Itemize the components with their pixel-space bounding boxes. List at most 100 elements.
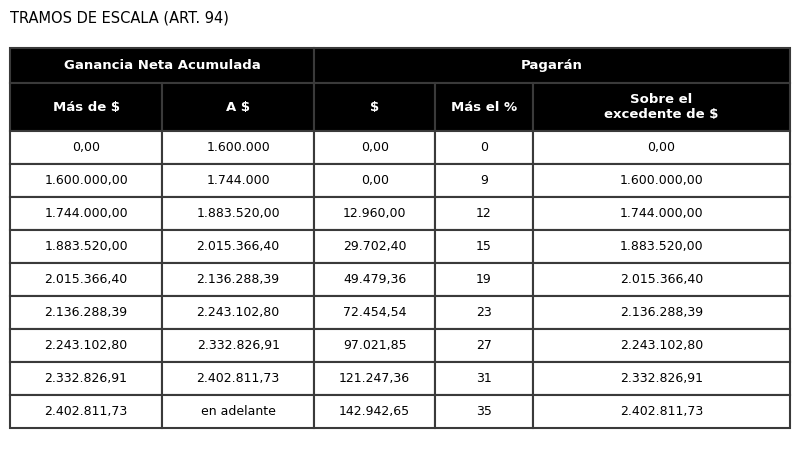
Text: 1.600.000,00: 1.600.000,00 [44, 174, 128, 187]
Bar [314, 131, 435, 164]
Bar [162, 395, 314, 428]
Bar [533, 230, 790, 263]
Text: 2.332.826,91: 2.332.826,91 [620, 372, 702, 385]
Bar [314, 164, 435, 197]
Text: 23: 23 [476, 306, 492, 319]
Bar [314, 263, 435, 296]
Bar [162, 164, 314, 197]
Text: 2.402.811,73: 2.402.811,73 [45, 405, 128, 418]
Bar [435, 296, 533, 329]
Bar [314, 48, 790, 83]
Text: 2.015.366,40: 2.015.366,40 [197, 240, 280, 253]
Bar [10, 197, 162, 230]
Bar [10, 83, 162, 131]
Text: 12.960,00: 12.960,00 [343, 207, 406, 220]
Text: 29.702,40: 29.702,40 [343, 240, 406, 253]
Text: 2.015.366,40: 2.015.366,40 [620, 273, 703, 286]
Bar [10, 329, 162, 362]
Text: 121.247,36: 121.247,36 [339, 372, 410, 385]
Bar [10, 230, 162, 263]
Bar [162, 362, 314, 395]
Text: 0,00: 0,00 [647, 141, 675, 154]
Bar [10, 362, 162, 395]
Text: A $: A $ [226, 100, 250, 113]
Text: 72.454,54: 72.454,54 [343, 306, 406, 319]
Bar [533, 362, 790, 395]
Bar [10, 48, 314, 83]
Text: 35: 35 [476, 405, 492, 418]
Text: en adelante: en adelante [201, 405, 275, 418]
Text: 0,00: 0,00 [72, 141, 100, 154]
Bar [314, 362, 435, 395]
Bar [533, 395, 790, 428]
Bar [314, 83, 435, 131]
Text: 142.942,65: 142.942,65 [339, 405, 410, 418]
Text: Más el %: Más el % [450, 100, 517, 113]
Bar [162, 230, 314, 263]
Bar [533, 263, 790, 296]
Text: 1.883.520,00: 1.883.520,00 [44, 240, 128, 253]
Text: 49.479,36: 49.479,36 [343, 273, 406, 286]
Text: 2.136.288,39: 2.136.288,39 [45, 306, 128, 319]
Bar [533, 164, 790, 197]
Text: $: $ [370, 100, 379, 113]
Bar [162, 83, 314, 131]
Text: 0,00: 0,00 [361, 141, 389, 154]
Text: 0,00: 0,00 [361, 174, 389, 187]
Bar [533, 197, 790, 230]
Bar [435, 131, 533, 164]
Text: 1.744.000,00: 1.744.000,00 [619, 207, 703, 220]
Text: 1.744.000: 1.744.000 [206, 174, 270, 187]
Text: 15: 15 [476, 240, 492, 253]
Text: Ganancia Neta Acumulada: Ganancia Neta Acumulada [64, 59, 261, 72]
Bar [10, 263, 162, 296]
Bar [162, 131, 314, 164]
Bar [533, 83, 790, 131]
Bar [533, 131, 790, 164]
Bar [435, 395, 533, 428]
Text: 0: 0 [480, 141, 488, 154]
Text: 2.136.288,39: 2.136.288,39 [620, 306, 703, 319]
Text: 2.332.826,91: 2.332.826,91 [45, 372, 127, 385]
Text: 2.243.102,80: 2.243.102,80 [197, 306, 280, 319]
Text: TRAMOS DE ESCALA (ART. 94): TRAMOS DE ESCALA (ART. 94) [10, 10, 229, 25]
Text: Sobre el
excedente de $: Sobre el excedente de $ [604, 93, 718, 121]
Bar [162, 296, 314, 329]
Bar [533, 329, 790, 362]
Text: 27: 27 [476, 339, 492, 352]
Bar [162, 263, 314, 296]
Text: 19: 19 [476, 273, 492, 286]
Text: 1.600.000: 1.600.000 [206, 141, 270, 154]
Bar [314, 230, 435, 263]
Text: 1.744.000,00: 1.744.000,00 [44, 207, 128, 220]
Bar [533, 296, 790, 329]
Text: 2.402.811,73: 2.402.811,73 [620, 405, 703, 418]
Text: Más de $: Más de $ [53, 100, 119, 113]
Bar [314, 197, 435, 230]
Text: 31: 31 [476, 372, 492, 385]
Text: 2.136.288,39: 2.136.288,39 [197, 273, 280, 286]
Text: 2.015.366,40: 2.015.366,40 [45, 273, 128, 286]
Bar [10, 131, 162, 164]
Bar [10, 395, 162, 428]
Bar [314, 296, 435, 329]
Bar [10, 164, 162, 197]
Text: 9: 9 [480, 174, 488, 187]
Bar [10, 296, 162, 329]
Bar [435, 230, 533, 263]
Bar [435, 263, 533, 296]
Text: Pagarán: Pagarán [521, 59, 583, 72]
Text: 97.021,85: 97.021,85 [343, 339, 406, 352]
Bar [435, 83, 533, 131]
Text: 12: 12 [476, 207, 492, 220]
Bar [162, 329, 314, 362]
Bar [435, 197, 533, 230]
Bar [435, 164, 533, 197]
Text: 2.402.811,73: 2.402.811,73 [197, 372, 280, 385]
Text: 2.243.102,80: 2.243.102,80 [45, 339, 128, 352]
Text: 1.600.000,00: 1.600.000,00 [619, 174, 703, 187]
Text: 1.883.520,00: 1.883.520,00 [619, 240, 703, 253]
Text: 2.332.826,91: 2.332.826,91 [197, 339, 280, 352]
Bar [314, 329, 435, 362]
Text: 2.243.102,80: 2.243.102,80 [620, 339, 703, 352]
